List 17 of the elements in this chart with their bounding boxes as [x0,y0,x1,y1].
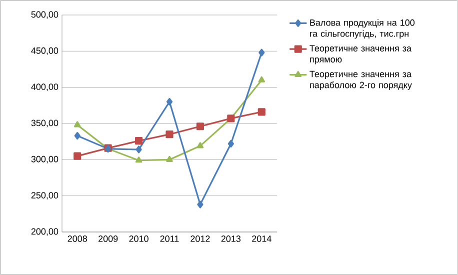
y-tick-label: 250,00 [31,192,58,200]
y-tick-label: 450,00 [31,47,58,55]
x-tick-label: 2009 [98,236,118,242]
x-tick-label: 2010 [129,236,148,242]
y-tick-label: 300,00 [31,156,58,164]
x-tick-label: 2008 [68,236,87,242]
legend-label: Теоретичне значення за прямою [310,45,412,64]
x-tick-label: 2014 [252,236,272,242]
x-tick-label: 2013 [221,236,241,242]
legend-label: Валова продукція на 100 га сільгоспугідь, тис.грн [310,19,415,39]
x-tick-label: 2012 [190,236,210,242]
y-tick-label: 200,00 [31,228,58,236]
y-tick-label: 400,00 [31,84,58,92]
x-tick-label: 2011 [160,236,179,242]
y-tick-label: 350,00 [31,120,58,128]
legend-label: Теоретичне значення за параболою 2-го порядку [310,70,412,90]
y-tick-label: 500,00 [31,11,58,19]
